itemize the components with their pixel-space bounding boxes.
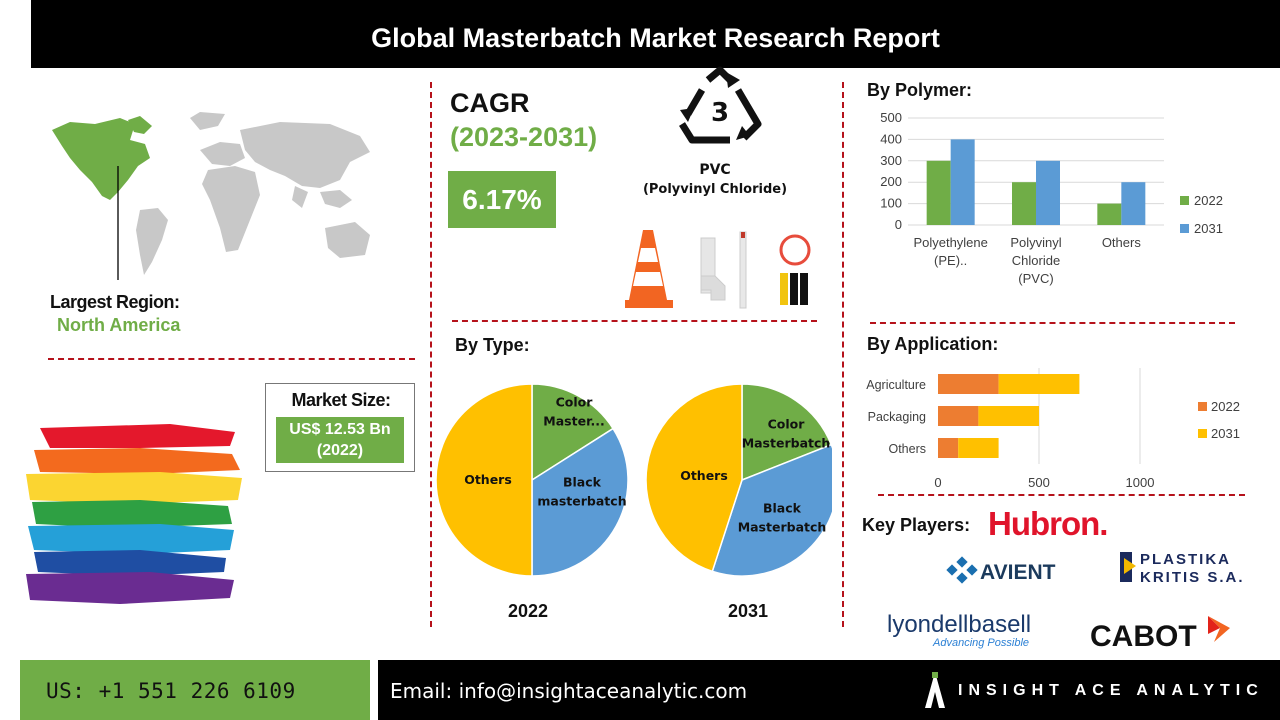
x-category-label: Chloride: [1012, 253, 1060, 268]
plastika-text: PLASTIKA: [1140, 551, 1231, 568]
lyondell-tagline: Advancing Possible: [932, 637, 1029, 649]
legend-swatch-2022: [1198, 402, 1207, 411]
pie-label-2022-0: Color Master...: [543, 395, 604, 429]
market-size-year: (2022): [316, 442, 364, 459]
divider: [430, 82, 432, 627]
polymer-bar-chart: 0 100 200 300 400 500 Polyethylene (PE).. Polyvi…: [880, 110, 1223, 286]
pie-label-2022-2: Others: [464, 472, 512, 487]
pie-label-2031-0: Color Masterbatch: [742, 417, 831, 451]
y-category-label: Packaging: [868, 410, 926, 424]
bar-2022-1: [1012, 182, 1036, 225]
application-bar-chart: 0 500 1000 Agriculture Packaging Others 2022 20…: [866, 368, 1240, 490]
pie-year-2022: 2022: [508, 601, 549, 621]
pie-label-2022-1: Black masterbatch: [537, 475, 626, 509]
cagr-value: 6.17%: [448, 171, 556, 228]
kritis-text: KRITIS S.A.: [1140, 569, 1245, 586]
by-type-title: By Type:: [455, 335, 530, 355]
footer-brand: INSIGHT ACE ANALYTIC: [958, 682, 1264, 699]
pie-label-2031-1: Black Masterbatch: [738, 501, 827, 535]
avient-text: AVIENT: [980, 561, 1056, 584]
divider: [48, 358, 415, 360]
paint-strokes-image: [26, 424, 242, 604]
hubron-logo: Hubron.: [988, 505, 1108, 542]
market-size-value: US$ 12.53 Bn (2022): [276, 417, 404, 463]
legend-label-2022: 2022: [1194, 193, 1223, 208]
pie-slice-2031-1: [711, 443, 832, 577]
divider: [870, 322, 1235, 324]
avient-logo: AVIENT: [946, 556, 1056, 584]
pvc-label: PVC: [699, 162, 731, 178]
cabot-logo: CABOT: [1090, 616, 1230, 652]
pie-slice-2022-0: [531, 383, 615, 482]
legend-swatch-2031: [1198, 429, 1207, 438]
market-size-card: Market Size: US$ 12.53 Bn (2022): [265, 383, 415, 472]
x-category-label: Polyvinyl: [1010, 235, 1061, 250]
pie-label-2031-2: Others: [680, 468, 728, 483]
bar-2022-Others: [938, 438, 959, 458]
bar-2031-1: [1036, 160, 1060, 225]
key-players-title: Key Players:: [862, 515, 971, 535]
bar-2022-Packaging: [938, 406, 979, 426]
x-category-label: Others: [1102, 235, 1142, 250]
legend-swatch-2022: [1180, 196, 1189, 205]
bar-2031-Agriculture: [998, 374, 1080, 394]
y-tick-label: 300: [880, 153, 902, 168]
market-size-label: Market Size:: [291, 390, 391, 410]
largest-region-label: Largest Region:: [50, 292, 180, 312]
pvc-products-image: [625, 230, 811, 309]
y-category-label: Agriculture: [866, 378, 926, 392]
pvc-sublabel: (Polyvinyl Chloride): [642, 182, 788, 197]
plastika-kritis-logo: PLASTIKA KRITIS S.A.: [1120, 551, 1245, 586]
divider: [452, 320, 817, 322]
footer-phone: US: +1 551 226 6109: [20, 660, 370, 720]
bar-2031-0: [950, 139, 975, 225]
cabot-text: CABOT: [1090, 620, 1197, 652]
x-category-label: (PVC): [1018, 271, 1053, 286]
bar-2031-Packaging: [978, 406, 1039, 426]
x-tick-label: 1000: [1126, 475, 1155, 490]
bar-2022-Agriculture: [938, 374, 999, 394]
cagr-years: (2023-2031): [450, 122, 598, 152]
legend-swatch-2031: [1180, 224, 1189, 233]
legend-label-2031: 2031: [1194, 221, 1223, 236]
bar-2031-2: [1121, 182, 1146, 225]
pie-slice-2022-1: [531, 427, 629, 577]
type-pie-charts: Color Master... Black masterbatch Others Colo…: [435, 383, 832, 577]
insight-ace-logo-icon: [925, 672, 945, 708]
by-polymer-title: By Polymer:: [867, 80, 973, 100]
divider: [878, 494, 1245, 496]
market-size-amount: US$ 12.53 Bn: [289, 421, 391, 438]
bar-2022-0: [926, 160, 951, 225]
footer-email: Email: info@insightaceanalytic.com: [390, 679, 748, 703]
cagr-label: CAGR: [450, 88, 530, 118]
lyondellbasell-logo: lyondellbasell Advancing Possible: [887, 611, 1031, 649]
footer-bar: Email: info@insightaceanalytic.com INSIG…: [378, 660, 1280, 720]
recycle-number: 3: [711, 98, 729, 128]
y-tick-label: 400: [880, 131, 902, 146]
y-tick-label: 100: [880, 196, 902, 211]
y-category-label: Others: [888, 442, 926, 456]
bar-2031-Others: [958, 438, 999, 458]
x-tick-label: 500: [1028, 475, 1050, 490]
recycle-3-icon: 3: [679, 66, 762, 144]
legend-label-2022: 2022: [1211, 399, 1240, 414]
pie-slice-2031-0: [741, 383, 832, 482]
y-tick-label: 0: [895, 217, 902, 232]
y-tick-label: 200: [880, 174, 902, 189]
divider: [842, 82, 844, 627]
world-map: [52, 112, 370, 280]
pie-slice-2022-2: [435, 383, 533, 577]
bar-2022-2: [1097, 203, 1122, 225]
x-category-label: (PE)..: [934, 253, 967, 268]
lyondell-text: lyondellbasell: [887, 611, 1031, 638]
x-category-label: Polyethylene: [913, 235, 987, 250]
largest-region-value: North America: [57, 315, 181, 335]
pie-year-2031: 2031: [728, 601, 769, 621]
by-application-title: By Application:: [867, 334, 999, 354]
y-tick-label: 500: [880, 110, 902, 125]
legend-label-2031: 2031: [1211, 426, 1240, 441]
x-tick-label: 0: [934, 475, 941, 490]
pie-slice-2031-2: [645, 383, 743, 573]
page-title: Global Masterbatch Market Research Repor…: [31, 0, 1280, 68]
